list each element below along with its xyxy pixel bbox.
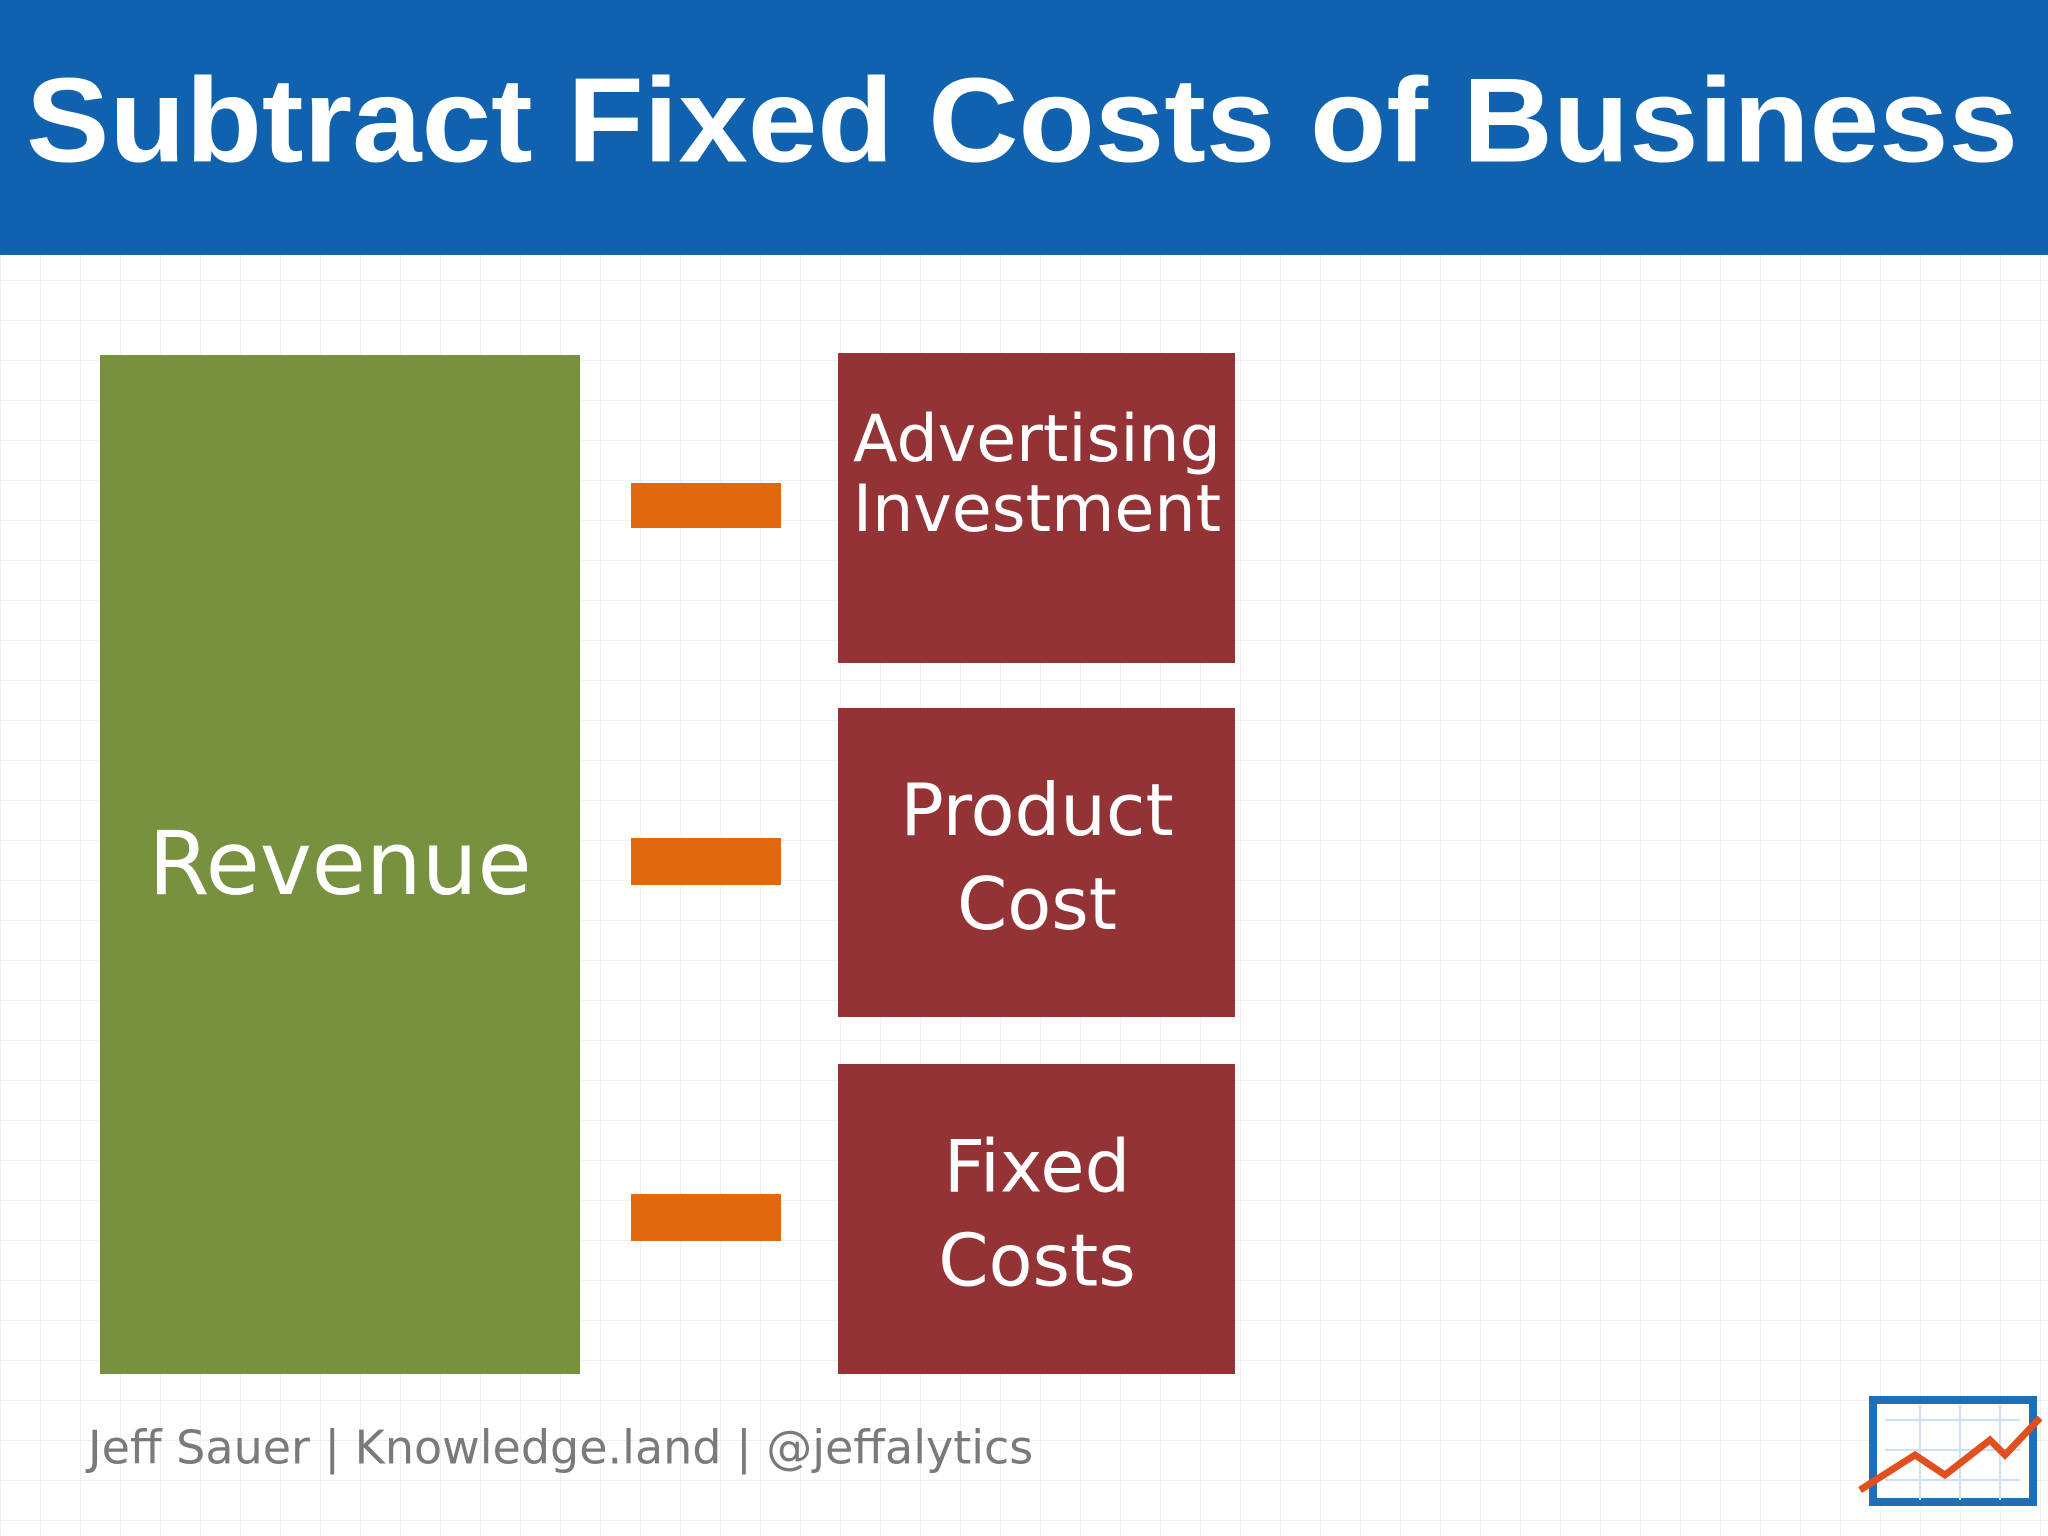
header-bar	[0, 0, 2048, 255]
cost-box	[838, 353, 1235, 663]
cost-box	[838, 708, 1235, 1017]
cost-label: Investment	[853, 472, 1221, 547]
cost-label: Fixed	[944, 1125, 1131, 1209]
cost-label: Advertising	[853, 402, 1221, 477]
cost-label: Cost	[957, 862, 1117, 946]
cost-label: Product	[900, 768, 1173, 852]
cost-box	[838, 1064, 1235, 1374]
minus-sign	[631, 1194, 781, 1241]
minus-sign	[631, 483, 781, 528]
slide-title: Subtract Fixed Costs of Business	[26, 54, 2018, 188]
footer: Jeff Sauer | Knowledge.land | @jeffalyti…	[85, 1421, 1033, 1476]
logo	[1858, 1396, 2043, 1506]
revenue-label: Revenue	[148, 812, 531, 915]
cost-label: Costs	[938, 1219, 1136, 1303]
minus-sign	[631, 838, 781, 885]
revenue-box	[100, 355, 580, 1374]
